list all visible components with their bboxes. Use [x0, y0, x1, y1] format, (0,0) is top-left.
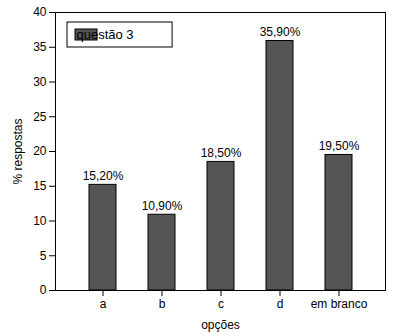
svg-text:35,90%: 35,90%	[260, 25, 301, 39]
svg-text:0: 0	[40, 283, 47, 297]
svg-text:30: 30	[33, 75, 47, 89]
svg-text:% respostas: % respostas	[11, 118, 25, 184]
svg-text:35: 35	[33, 40, 47, 54]
svg-text:em branco: em branco	[311, 297, 368, 311]
svg-text:d: d	[277, 297, 284, 311]
svg-text:15: 15	[33, 179, 47, 193]
svg-text:40: 40	[33, 5, 47, 19]
svg-text:18,50%: 18,50%	[201, 146, 242, 160]
svg-text:a: a	[100, 297, 107, 311]
svg-text:opções: opções	[201, 318, 240, 332]
svg-text:10,90%: 10,90%	[142, 199, 183, 213]
svg-text:25: 25	[33, 110, 47, 124]
svg-text:5: 5	[40, 249, 47, 263]
svg-text:10: 10	[33, 214, 47, 228]
svg-text:15,20%: 15,20%	[83, 169, 124, 183]
svg-text:questão 3: questão 3	[76, 27, 133, 42]
svg-text:20: 20	[33, 144, 47, 158]
svg-text:b: b	[159, 297, 166, 311]
svg-text:19,50%: 19,50%	[319, 139, 360, 153]
svg-text:c: c	[218, 297, 224, 311]
